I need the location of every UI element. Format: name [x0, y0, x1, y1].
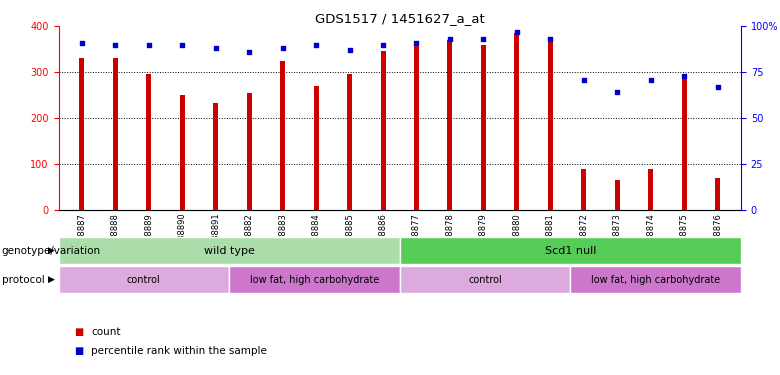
Point: [377, 42, 389, 48]
Text: low fat, high carbohydrate: low fat, high carbohydrate: [250, 275, 379, 285]
Bar: [246, 93, 252, 210]
Point: [243, 49, 255, 55]
Point: [444, 36, 456, 42]
Bar: [570, 266, 741, 293]
Point: [109, 42, 122, 48]
Bar: [58, 266, 229, 293]
Point: [511, 29, 523, 35]
Bar: [229, 266, 399, 293]
Point: [644, 76, 657, 82]
Bar: [381, 51, 385, 210]
Title: GDS1517 / 1451627_a_at: GDS1517 / 1451627_a_at: [315, 12, 484, 25]
Point: [678, 73, 690, 79]
Bar: [80, 58, 84, 210]
Text: low fat, high carbohydrate: low fat, high carbohydrate: [591, 275, 720, 285]
Bar: [715, 178, 720, 210]
Bar: [213, 103, 218, 210]
Bar: [648, 169, 653, 210]
Bar: [58, 237, 399, 264]
Bar: [399, 237, 741, 264]
Point: [544, 36, 557, 42]
Point: [410, 40, 423, 46]
Point: [310, 42, 322, 48]
Text: control: control: [468, 275, 502, 285]
Bar: [448, 40, 452, 210]
Bar: [113, 58, 118, 210]
Bar: [414, 45, 419, 210]
Point: [711, 84, 724, 90]
Point: [276, 45, 289, 51]
Text: Scd1 null: Scd1 null: [544, 246, 596, 256]
Text: control: control: [127, 275, 161, 285]
Point: [176, 42, 189, 48]
Bar: [581, 169, 587, 210]
Bar: [682, 75, 686, 210]
Text: wild type: wild type: [204, 246, 254, 256]
Bar: [314, 86, 318, 210]
Bar: [147, 75, 151, 210]
Point: [343, 47, 356, 53]
Text: genotype/variation: genotype/variation: [2, 246, 101, 256]
Text: ▶: ▶: [48, 275, 55, 284]
Point: [477, 36, 490, 42]
Point: [611, 89, 623, 95]
Bar: [347, 75, 352, 210]
Bar: [280, 61, 285, 210]
Point: [76, 40, 88, 46]
Text: ■: ■: [74, 327, 83, 337]
Bar: [615, 180, 620, 210]
Point: [143, 42, 155, 48]
Bar: [514, 33, 519, 210]
Bar: [548, 40, 553, 210]
Text: protocol: protocol: [2, 275, 44, 285]
Text: percentile rank within the sample: percentile rank within the sample: [91, 346, 267, 355]
Bar: [481, 45, 486, 210]
Point: [577, 76, 590, 82]
Text: ▶: ▶: [48, 246, 55, 255]
Point: [210, 45, 222, 51]
Bar: [179, 95, 185, 210]
Bar: [399, 266, 570, 293]
Text: count: count: [91, 327, 121, 337]
Text: ■: ■: [74, 346, 83, 355]
